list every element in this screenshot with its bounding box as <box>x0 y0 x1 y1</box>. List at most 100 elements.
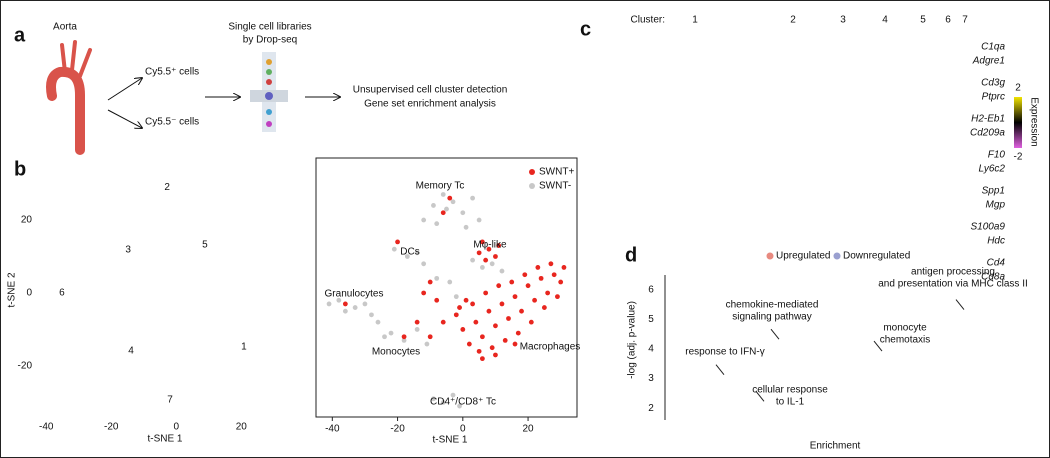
point <box>450 199 456 205</box>
label: Unsupervised cell cluster detection <box>353 85 508 96</box>
point <box>421 290 427 296</box>
x-axis-label: t-SNE 1 <box>432 435 467 446</box>
point <box>362 301 368 307</box>
point <box>414 327 420 332</box>
term-label: signaling pathway <box>732 312 812 323</box>
x-axis-label: Enrichment <box>810 441 861 452</box>
point <box>489 345 495 351</box>
x-tick-label: 0 <box>460 424 466 435</box>
gene-label: Cd209a <box>970 128 1005 139</box>
legend-marker <box>766 252 774 260</box>
annotation: Macrophages <box>520 342 581 353</box>
point <box>479 239 485 245</box>
point <box>483 257 489 263</box>
cluster-label: 7 <box>167 394 173 405</box>
x-axis-label: t-SNE 1 <box>147 434 182 445</box>
legend-marker <box>529 169 535 175</box>
cluster-label: 5 <box>202 239 208 250</box>
point <box>493 323 498 329</box>
annotation: Granulocytes <box>325 289 384 300</box>
point <box>424 341 430 347</box>
cluster-label: 6 <box>59 288 65 299</box>
point <box>444 206 449 212</box>
point <box>421 261 427 267</box>
gene-label: H2-Eb1 <box>971 114 1005 125</box>
point <box>404 254 410 259</box>
point <box>453 312 459 318</box>
point <box>434 297 440 303</box>
legend-label: Downregulated <box>843 251 910 262</box>
y-axis-label: -log (adj. p-value) <box>627 301 638 379</box>
x-tick-label: -40 <box>39 422 54 433</box>
label: by Drop-seq <box>243 35 297 46</box>
gene-label: S100a9 <box>971 222 1006 233</box>
point <box>460 327 466 332</box>
cluster-label: 6 <box>945 15 951 26</box>
point <box>499 268 505 274</box>
point <box>476 348 482 354</box>
x-tick-label: -40 <box>325 424 340 435</box>
term-label: monocyte <box>883 323 927 334</box>
point <box>434 221 440 227</box>
point <box>440 192 446 197</box>
label: Gene set enrichment analysis <box>364 99 496 110</box>
colorbar <box>1014 97 1022 148</box>
point <box>483 290 489 296</box>
y-tick-label: 5 <box>648 314 654 325</box>
term-label: to IL-1 <box>776 397 805 408</box>
point <box>525 283 531 289</box>
label: Cy5.5⁺ cells <box>145 67 199 78</box>
point <box>493 254 498 259</box>
point <box>522 272 528 278</box>
point <box>486 246 492 252</box>
term-pointer <box>873 340 883 352</box>
term-label: and presentation via MHC class II <box>878 279 1028 290</box>
cluster-label: 2 <box>164 182 170 193</box>
point <box>431 203 436 208</box>
gene-label: Spp1 <box>982 186 1005 197</box>
point <box>447 279 453 285</box>
legend-label: SWNT+ <box>539 167 574 178</box>
dropseq-icon <box>250 52 288 132</box>
point <box>528 319 534 325</box>
y-tick-label: 4 <box>648 344 654 355</box>
point <box>391 246 397 252</box>
cluster-label: 1 <box>241 342 247 353</box>
gene-label: F10 <box>988 150 1006 161</box>
panel-label: d <box>625 244 637 266</box>
panel-label: c <box>580 18 591 40</box>
point <box>463 297 469 303</box>
annotation: Monocytes <box>372 347 420 358</box>
point <box>502 337 508 343</box>
point <box>375 319 381 325</box>
panel-label: b <box>14 158 26 180</box>
point <box>453 294 459 300</box>
point <box>506 316 511 321</box>
term-label: chemotaxis <box>880 335 931 346</box>
point <box>466 341 472 347</box>
gene-label: Hdc <box>987 236 1005 247</box>
x-tick-label: 20 <box>523 424 535 435</box>
point <box>336 297 342 303</box>
point <box>512 341 518 347</box>
label: Single cell libraries <box>228 22 311 33</box>
point <box>496 243 502 248</box>
point <box>427 279 433 285</box>
point <box>515 330 521 336</box>
tsne-frame <box>315 157 578 418</box>
y-tick-label: 20 <box>21 215 33 226</box>
cluster-label: 7 <box>962 15 968 26</box>
label: Cluster: <box>631 15 665 26</box>
cluster-label: 3 <box>840 15 846 26</box>
point <box>440 210 446 216</box>
point <box>440 319 446 325</box>
gene-label: Cd3g <box>981 78 1005 89</box>
term-pointer <box>715 364 725 376</box>
y-tick-label: 2 <box>648 403 654 414</box>
point <box>382 334 387 340</box>
point <box>369 312 374 318</box>
colorbar-tick-label: -2 <box>1014 152 1023 163</box>
gene-label: Adgre1 <box>972 56 1005 67</box>
term-label: cellular response <box>752 385 828 396</box>
point <box>414 319 420 325</box>
